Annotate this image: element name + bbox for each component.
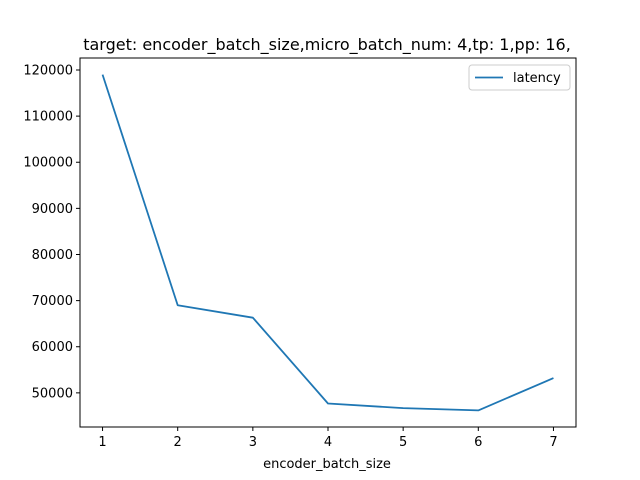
series-layer xyxy=(101,74,554,412)
legend-label-latency: latency xyxy=(513,71,561,86)
x-tick-label: 7 xyxy=(549,435,557,450)
y-tick-label: 60000 xyxy=(32,340,73,355)
series-line-latency xyxy=(101,74,554,412)
x-tick-label: 2 xyxy=(174,435,182,450)
chart-title: target: encoder_batch_size,micro_batch_n… xyxy=(83,35,571,55)
plot-area-frame xyxy=(79,57,577,428)
x-tick-label: 4 xyxy=(324,435,332,450)
x-tick-label: 5 xyxy=(399,435,407,450)
y-tick-label: 110000 xyxy=(23,110,73,125)
y-tick-label: 50000 xyxy=(32,386,73,401)
x-tick-label: 1 xyxy=(98,435,106,450)
y-tick-label: 80000 xyxy=(32,248,73,263)
x-axis-ticks: 1 2 3 4 5 6 7 xyxy=(98,427,558,450)
y-tick-label: 120000 xyxy=(23,63,73,78)
x-tick-label: 3 xyxy=(249,435,257,450)
y-tick-label: 90000 xyxy=(32,202,73,217)
x-tick-label: 6 xyxy=(474,435,482,450)
y-tick-label: 70000 xyxy=(32,294,73,309)
legend: latency xyxy=(468,64,571,91)
x-axis-label: encoder_batch_size xyxy=(263,457,391,472)
legend-box xyxy=(468,64,571,91)
y-axis-ticks: 50000 60000 70000 80000 90000 100000 110000 120… xyxy=(23,63,80,401)
y-tick-label: 100000 xyxy=(23,156,73,171)
